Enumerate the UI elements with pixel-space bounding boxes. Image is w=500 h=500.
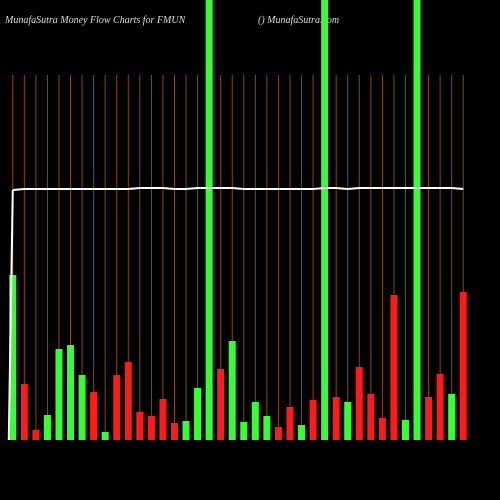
bar (251, 402, 259, 440)
money-flow-line (12, 187, 464, 191)
bar (20, 384, 28, 440)
bar (194, 388, 202, 440)
chart-title: MunafaSutra Money Flow Charts for FMUN (4, 15, 187, 26)
bar (9, 275, 17, 440)
bar (355, 367, 363, 440)
bar (170, 423, 178, 440)
bar (344, 402, 352, 440)
bar (401, 420, 409, 440)
bar (309, 400, 317, 440)
bar (136, 412, 144, 440)
bar (286, 407, 294, 440)
bar (448, 394, 456, 440)
bar (101, 432, 109, 440)
bar (55, 349, 63, 440)
bar (113, 375, 121, 440)
bar (378, 418, 386, 440)
bar (332, 397, 340, 440)
bar (436, 374, 444, 440)
bar (390, 295, 398, 440)
bar (124, 362, 132, 440)
bar (298, 425, 306, 440)
bar (32, 430, 40, 440)
bar (217, 369, 225, 440)
bar (67, 345, 75, 440)
bar (147, 416, 155, 440)
chart-subtitle: () MunafaSutra.com (258, 15, 339, 26)
bar (413, 0, 421, 440)
bar (228, 341, 236, 440)
bar (90, 392, 98, 440)
bar (43, 415, 51, 440)
bar (240, 422, 248, 440)
bar (459, 292, 467, 440)
bar (263, 416, 271, 440)
bar (205, 0, 213, 440)
bar (274, 427, 282, 440)
bar (182, 421, 190, 440)
bar (425, 397, 433, 440)
line-lead (7, 189, 14, 441)
bar (159, 399, 167, 440)
bar (78, 375, 86, 440)
bar (321, 0, 329, 440)
bar (367, 394, 375, 440)
